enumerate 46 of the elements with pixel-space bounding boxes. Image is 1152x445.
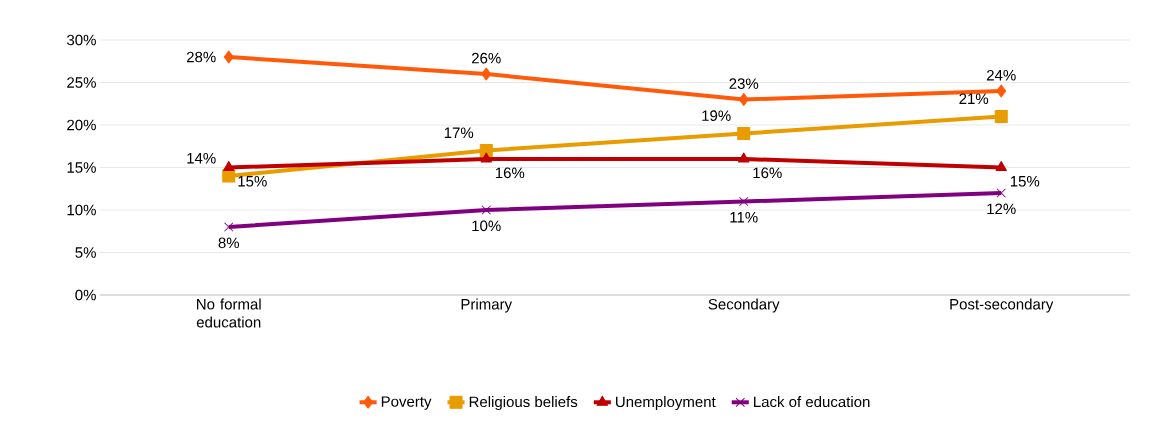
point: [738, 196, 749, 207]
point: [738, 152, 750, 163]
y-tick-label: 30%: [67, 34, 96, 46]
point: [994, 110, 1008, 123]
data-label: 10%: [472, 220, 501, 232]
data-label: 11%: [730, 212, 758, 223]
y-tick-label: 5%: [75, 247, 96, 258]
x-tick-label: Post-secondary: [950, 298, 1054, 313]
legend-label: Lack of education: [754, 396, 870, 408]
point: [480, 152, 492, 163]
legend-label: Religious beliefs: [469, 396, 578, 411]
y-tick-label: 15%: [67, 162, 96, 173]
data-label: 28%: [186, 51, 216, 63]
point: [481, 205, 491, 215]
data-label: 19%: [702, 110, 731, 121]
point: [224, 222, 234, 232]
data-label: 8%: [218, 237, 240, 249]
data-label: 16%: [495, 167, 525, 179]
y-tick-label: 10%: [67, 204, 96, 216]
data-label: 16%: [753, 167, 782, 179]
point: [995, 161, 1007, 171]
point: [223, 50, 234, 64]
point: [223, 161, 235, 171]
data-label: 26%: [471, 52, 501, 64]
point: [738, 93, 749, 106]
x-tick-label: No formal education: [196, 298, 261, 328]
data-label: 14%: [187, 152, 216, 164]
x-tick-label: Secondary: [708, 298, 780, 313]
point: [737, 127, 751, 140]
point: [996, 84, 1007, 98]
data-label: 23%: [729, 78, 759, 89]
legend-label: Poverty: [381, 396, 432, 410]
point: [481, 67, 492, 81]
y-tick-label: 0%: [75, 289, 96, 301]
data-label: 21%: [959, 93, 989, 104]
data-label: 17%: [444, 127, 474, 138]
data-label: 15%: [1010, 176, 1040, 187]
data-label: 15%: [238, 176, 267, 187]
data-label: 12%: [987, 203, 1016, 215]
y-tick-label: 25%: [67, 77, 96, 88]
point: [222, 169, 236, 183]
y-tick-label: 20%: [67, 119, 96, 131]
x-tick-label: Primary: [461, 298, 513, 313]
data-label: 24%: [986, 69, 1016, 81]
point: [996, 188, 1006, 198]
legend-label: Unemployment: [616, 396, 716, 411]
